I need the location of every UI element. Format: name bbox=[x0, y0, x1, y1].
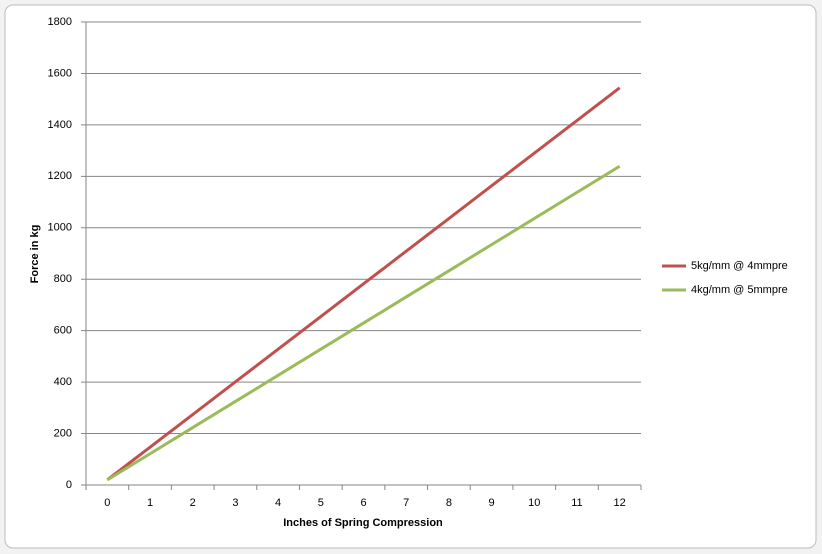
x-tick-label: 6 bbox=[360, 497, 366, 509]
x-tick-label: 3 bbox=[232, 497, 238, 509]
y-tick-label: 600 bbox=[54, 325, 72, 337]
y-tick-label: 200 bbox=[54, 427, 72, 439]
x-tick-label: 2 bbox=[190, 497, 196, 509]
x-tick-label: 7 bbox=[403, 497, 409, 509]
legend-label: 5kg/mm @ 4mmpre bbox=[691, 260, 788, 272]
x-axis-title: Inches of Spring Compression bbox=[283, 517, 443, 529]
x-tick-label: 0 bbox=[104, 497, 110, 509]
y-tick-label: 0 bbox=[66, 479, 72, 491]
x-tick-label: 8 bbox=[446, 497, 452, 509]
data-line bbox=[106, 164, 621, 482]
y-tick-label: 400 bbox=[54, 376, 72, 388]
x-tick-label: 9 bbox=[489, 497, 495, 509]
y-tick-label: 1000 bbox=[48, 222, 72, 234]
y-tick-label: 1400 bbox=[48, 119, 72, 131]
y-tick-label: 1800 bbox=[48, 16, 72, 28]
x-tick-label: 12 bbox=[614, 497, 626, 509]
legend-label: 4kg/mm @ 5mmpre bbox=[691, 284, 788, 296]
x-tick-label: 4 bbox=[275, 497, 281, 509]
data-line bbox=[106, 86, 621, 482]
y-axis-title: Force in kg bbox=[29, 225, 41, 284]
x-tick-label: 10 bbox=[528, 497, 540, 509]
y-tick-label: 800 bbox=[54, 273, 72, 285]
y-tick-label: 1200 bbox=[48, 170, 72, 182]
x-tick-label: 11 bbox=[571, 497, 582, 509]
x-tick-label: 5 bbox=[318, 497, 324, 509]
y-tick-label: 1600 bbox=[48, 67, 72, 79]
chart-area bbox=[4, 4, 817, 549]
x-tick-label: 1 bbox=[147, 497, 153, 509]
